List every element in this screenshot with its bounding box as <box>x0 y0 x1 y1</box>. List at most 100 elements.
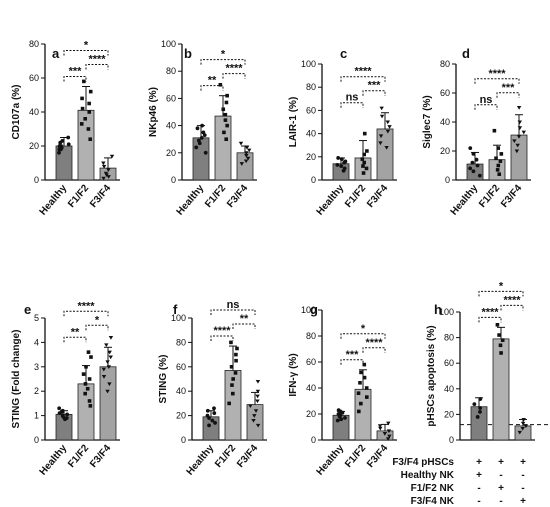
treatment-row-label: F1/F2 NK <box>411 483 455 494</box>
significance-bracket <box>85 324 109 331</box>
data-point <box>515 143 520 148</box>
data-point <box>517 126 523 130</box>
category-label: Healthy <box>38 443 70 478</box>
data-point <box>200 123 205 128</box>
data-point <box>233 371 238 375</box>
y-tick-label: 60 <box>29 73 39 83</box>
data-point <box>496 146 501 150</box>
significance-label: *** <box>368 80 382 92</box>
category-label: F1/F2 <box>343 183 368 210</box>
significance-label: **** <box>213 325 231 337</box>
y-tick-label: 100 <box>301 59 316 69</box>
data-point <box>66 135 71 140</box>
data-point <box>478 406 483 410</box>
data-point <box>255 399 260 404</box>
data-point <box>387 434 392 439</box>
data-point <box>224 100 229 105</box>
data-point <box>109 154 115 159</box>
y-tick-label: 60 <box>176 362 186 372</box>
y-tick-label: 80 <box>306 331 316 341</box>
data-point <box>478 397 483 401</box>
data-point <box>387 125 392 129</box>
significance-label: **** <box>488 68 506 80</box>
significance-label: **** <box>225 63 243 75</box>
y-tick-label: 2 <box>34 386 39 396</box>
data-point <box>520 421 526 426</box>
bar-3 <box>236 152 254 181</box>
data-point <box>238 141 244 146</box>
data-point <box>251 418 256 423</box>
data-point <box>523 424 529 429</box>
significance-bracket <box>232 323 256 330</box>
data-point <box>223 112 228 117</box>
category-label: F3/F4 <box>365 443 390 470</box>
data-point <box>101 164 107 169</box>
significance-bracket <box>200 85 224 91</box>
y-tick-label: 60 <box>444 358 454 368</box>
treatment-mark: + <box>520 496 526 507</box>
y-tick-label: 60 <box>306 357 316 367</box>
y-tick-label: 20 <box>176 411 186 421</box>
data-point <box>230 383 234 387</box>
data-point <box>364 166 369 171</box>
data-point <box>222 130 226 135</box>
data-point <box>471 152 476 156</box>
panel-letter: g <box>310 302 318 317</box>
data-point <box>199 135 204 140</box>
category-label: F3/F4 <box>499 183 524 210</box>
y-tick-label: 4 <box>34 337 39 347</box>
data-point <box>343 416 347 420</box>
y-axis-label: STING (%) <box>158 355 169 404</box>
bar-3 <box>510 134 528 181</box>
data-point <box>88 89 93 94</box>
y-tick-label: 5 <box>34 313 39 323</box>
category-label: F3/F4 <box>88 443 113 470</box>
data-point <box>108 336 114 340</box>
data-point <box>88 137 93 141</box>
y-tick-label: 40 <box>176 386 186 396</box>
y-axis-label: STING (Fold change) <box>11 330 22 429</box>
data-point <box>357 409 361 414</box>
data-point <box>60 413 65 418</box>
data-point <box>244 154 249 158</box>
significance-label: *** <box>69 66 83 78</box>
y-tick-label: 60 <box>166 93 176 103</box>
significance-label: * <box>95 314 100 326</box>
significance-label: *** <box>346 349 360 361</box>
y-tick-label: 40 <box>440 117 450 127</box>
data-point <box>86 350 91 354</box>
data-point <box>247 148 252 153</box>
significance-bracket <box>63 76 87 82</box>
data-point <box>382 432 388 436</box>
data-point <box>65 412 70 417</box>
data-point <box>87 399 92 403</box>
category-label: F1/F2 <box>66 443 91 470</box>
data-point <box>494 156 498 161</box>
data-point <box>499 351 503 355</box>
data-point <box>213 421 217 425</box>
data-point <box>83 391 87 396</box>
data-point <box>203 150 208 155</box>
data-point <box>87 110 92 114</box>
data-point <box>495 323 500 327</box>
treatment-mark: + <box>498 483 504 494</box>
data-point <box>83 117 87 121</box>
data-point <box>79 122 84 126</box>
data-point <box>384 146 389 150</box>
category-label: F1/F2 <box>203 183 228 210</box>
y-tick-label: 20 <box>440 146 450 156</box>
y-tick-label: 40 <box>29 107 39 117</box>
data-point <box>234 358 238 363</box>
y-tick-label: 40 <box>306 383 316 393</box>
data-point <box>255 379 261 384</box>
data-point <box>106 168 111 172</box>
data-point <box>218 83 223 87</box>
data-point <box>106 175 111 179</box>
y-tick-label: 0 <box>449 435 454 445</box>
y-tick-label: 0 <box>445 175 450 185</box>
y-tick-label: 20 <box>444 409 454 419</box>
data-point <box>210 418 215 423</box>
data-point <box>365 149 369 153</box>
